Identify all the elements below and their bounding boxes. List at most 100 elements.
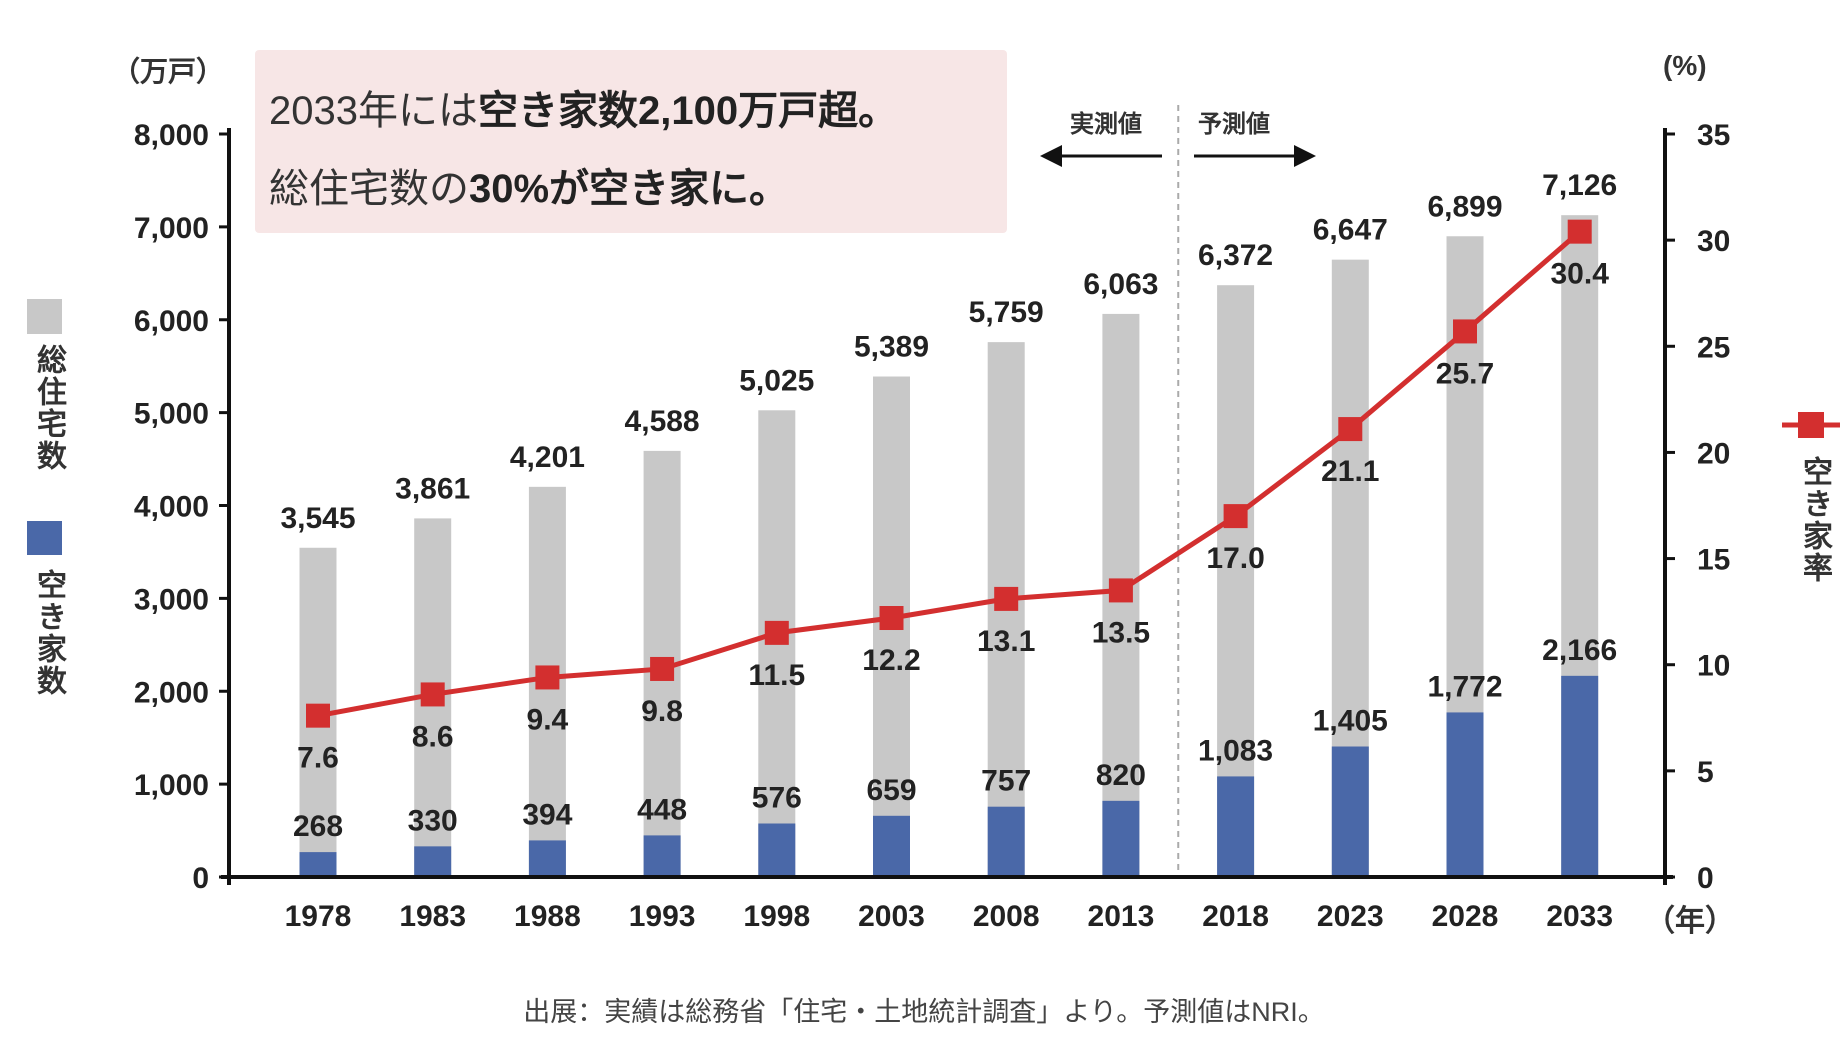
data-label-total: 6,063: [1083, 268, 1158, 301]
data-label-rate: 9.4: [527, 703, 569, 736]
data-label-vacant: 394: [522, 798, 572, 831]
forecast-label: 予測値: [1198, 111, 1270, 138]
legend-swatch-total: [27, 299, 62, 334]
x-tick-label: 2018: [1202, 900, 1269, 933]
x-axis-unit: （年）: [1645, 905, 1735, 938]
bar-vacant: [414, 846, 452, 877]
data-label-vacant: 757: [981, 765, 1031, 798]
arrow-actual-head: [1040, 145, 1062, 167]
bar-vacant: [1331, 746, 1369, 877]
callout-text-bold: 空き家数2,100万戸超。: [477, 89, 899, 133]
y-left-tick-label: 0: [192, 862, 209, 895]
data-label-vacant: 330: [408, 804, 458, 837]
y-right-tick-label: 5: [1697, 756, 1714, 789]
x-tick-label: 1988: [514, 900, 581, 933]
data-label-vacant: 268: [293, 810, 343, 843]
data-label-vacant: 659: [866, 774, 916, 807]
data-label-vacant: 1,772: [1427, 670, 1502, 703]
legend-marker-rate: [1782, 412, 1840, 438]
data-label-rate: 12.2: [862, 644, 920, 677]
data-label-vacant: 576: [752, 782, 802, 815]
left-axis-unit: （万戸）: [112, 56, 225, 87]
y-left-tick-label: 5,000: [134, 398, 209, 431]
bar-vacant: [528, 840, 566, 877]
data-label-vacant: 448: [637, 793, 687, 826]
data-label-rate: 21.1: [1321, 455, 1379, 488]
bar-vacant: [987, 806, 1025, 877]
legend-label-rate: 空き家率: [1798, 456, 1831, 584]
x-tick-label: 2008: [973, 900, 1040, 933]
y-right-tick-label: 20: [1697, 437, 1730, 470]
legend-label-vacant: 空き家数: [32, 569, 65, 697]
rate-marker: [1567, 219, 1592, 244]
data-label-rate: 17.0: [1206, 542, 1264, 575]
y-right-tick-label: 0: [1697, 862, 1714, 895]
actual-label: 実測値: [1070, 111, 1142, 138]
x-tick-label: 1998: [743, 900, 810, 933]
data-label-total: 3,861: [395, 472, 470, 505]
y-right-tick-label: 10: [1697, 650, 1730, 683]
y-right-tick-label: 30: [1697, 225, 1730, 258]
data-label-total: 4,201: [510, 441, 585, 474]
rate-line: [317, 229, 1582, 719]
data-label-total: 5,759: [969, 296, 1044, 329]
data-label-rate: 25.7: [1436, 357, 1494, 390]
data-label-rate: 30.4: [1551, 258, 1610, 291]
data-label-total: 5,025: [739, 364, 814, 397]
arrow-forecast-head: [1294, 145, 1316, 167]
callout-text: 2033年には: [269, 89, 478, 133]
rate-marker: [1223, 504, 1248, 529]
y-left-tick-label: 7,000: [134, 212, 209, 245]
rate-marker: [764, 620, 789, 645]
rate-marker: [420, 682, 445, 707]
bar-vacant: [643, 835, 681, 877]
data-label-rate: 9.8: [641, 695, 683, 728]
data-label-rate: 11.5: [748, 659, 805, 692]
data-label-total: 4,588: [625, 405, 700, 438]
x-tick-label: 2013: [1088, 900, 1155, 933]
y-left-tick-label: 8,000: [134, 119, 209, 152]
data-label-total: 6,647: [1313, 214, 1388, 247]
y-left-tick-label: 2,000: [134, 676, 209, 709]
y-left-tick-label: 6,000: [134, 305, 209, 338]
y-left-tick-label: 1,000: [134, 769, 209, 802]
right-axis-unit: (%): [1663, 50, 1707, 81]
data-label-vacant: 1,405: [1313, 705, 1388, 738]
callout-box: 2033年には空き家数2,100万戸超。 総住宅数の30%が空き家に。: [255, 50, 1007, 233]
callout-text: 総住宅数の: [269, 167, 469, 211]
x-tick-label: 2033: [1546, 900, 1613, 933]
data-label-rate: 7.6: [297, 742, 339, 775]
rate-marker: [535, 665, 560, 690]
data-label-vacant: 820: [1096, 759, 1146, 792]
data-label-total: 3,545: [280, 502, 355, 535]
rate-marker: [994, 586, 1019, 611]
bar-vacant: [1217, 776, 1255, 877]
data-label-total: 7,126: [1542, 169, 1617, 202]
x-tick-label: 2003: [858, 900, 925, 933]
y-right-tick-label: 35: [1697, 119, 1730, 152]
x-tick-label: 1983: [399, 900, 466, 933]
rate-marker: [1108, 578, 1133, 603]
bar-vacant: [299, 852, 337, 877]
bar-vacant: [1446, 712, 1484, 877]
y-left-tick-label: 3,000: [134, 583, 209, 616]
y-right-tick-label: 15: [1697, 544, 1730, 577]
data-label-total: 6,899: [1427, 190, 1502, 223]
callout-text-bold: 30%が空き家に。: [469, 167, 790, 211]
y-right-tick-label: 25: [1697, 331, 1730, 364]
x-tick-label: 1993: [629, 900, 696, 933]
bar-vacant: [1102, 800, 1140, 877]
data-label-rate: 13.5: [1092, 616, 1150, 649]
source-note: 出展：実績は総務省「住宅・土地統計調査」より。予測値はNRI。: [523, 997, 1325, 1027]
rate-marker: [1338, 417, 1363, 442]
rate-marker: [879, 606, 904, 631]
bar-vacant: [1561, 675, 1599, 877]
legend-swatch-vacant: [27, 521, 62, 555]
rate-marker: [1453, 319, 1477, 344]
data-label-vacant: 1,083: [1198, 734, 1273, 767]
legend-label-total: 総住宅数: [32, 344, 65, 472]
data-label-total: 6,372: [1198, 239, 1273, 272]
bar-vacant: [873, 815, 910, 877]
bar-vacant: [758, 823, 796, 877]
